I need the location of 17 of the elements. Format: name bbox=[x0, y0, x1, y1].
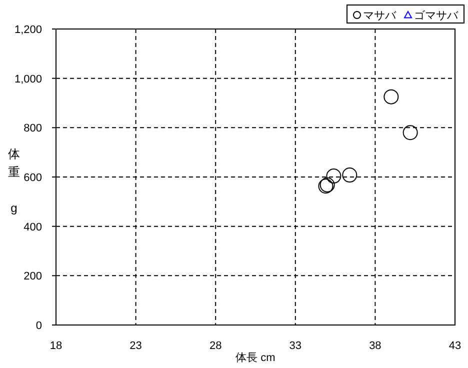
xtick: 23 bbox=[130, 340, 142, 352]
xtick: 18 bbox=[50, 340, 62, 352]
xtick: 38 bbox=[369, 340, 382, 352]
legend-text: ゴマサバ bbox=[414, 10, 458, 22]
ylabel: 体重 g bbox=[8, 147, 20, 215]
ytick: 800 bbox=[24, 122, 42, 135]
ytick: 200 bbox=[24, 270, 42, 283]
xtick: 43 bbox=[448, 340, 462, 352]
ytick: 1,000 bbox=[14, 73, 42, 86]
ytick: 0 bbox=[36, 320, 42, 332]
xtick: 28 bbox=[209, 340, 222, 352]
ytick: 400 bbox=[24, 221, 42, 234]
ytick: 600 bbox=[24, 172, 42, 184]
xlabel: 体長 cm bbox=[236, 352, 276, 364]
xtick: 33 bbox=[289, 340, 302, 352]
ytick: 1,200 bbox=[14, 24, 42, 36]
legend-text: マサバ bbox=[363, 10, 396, 22]
